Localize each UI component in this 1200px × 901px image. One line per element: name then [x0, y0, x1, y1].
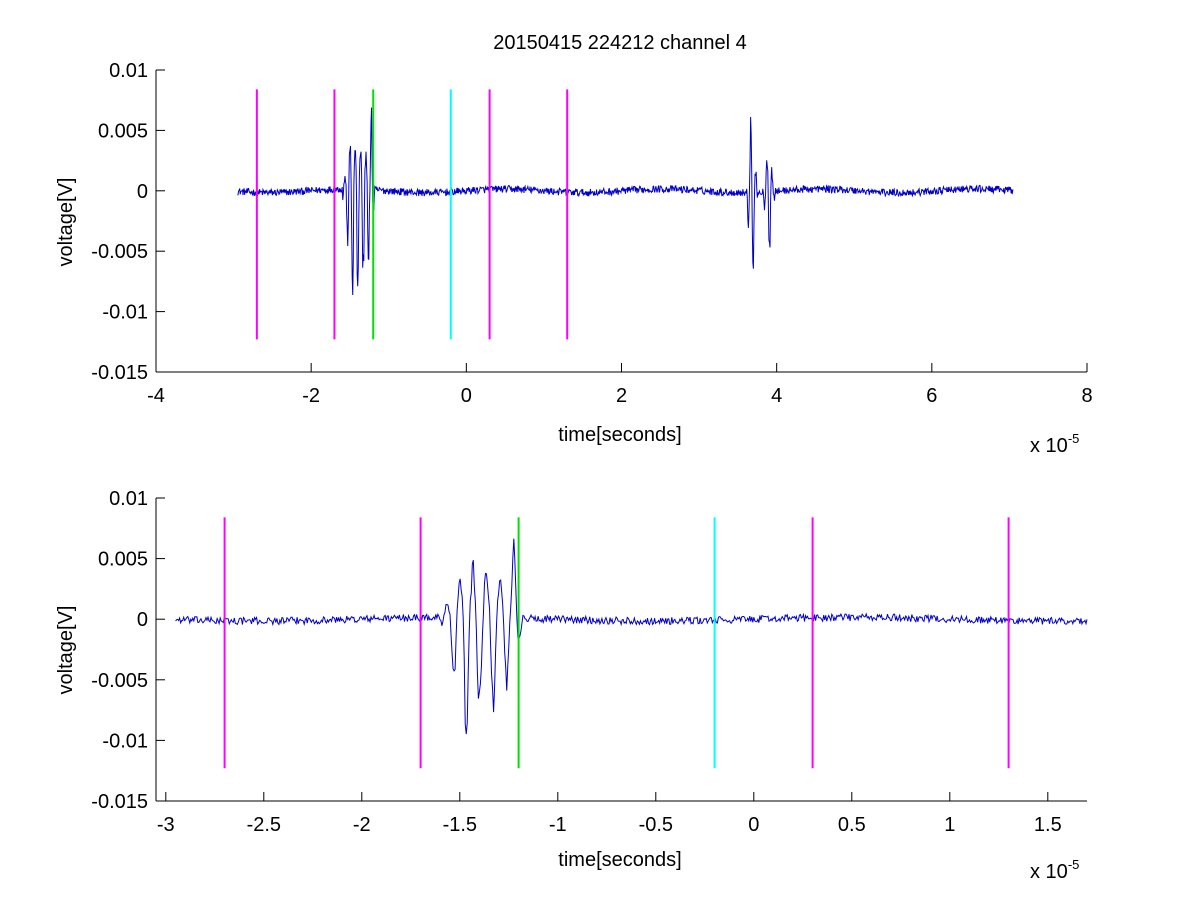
bottom-x-tick-label: -1.5 [443, 814, 477, 836]
top-plot: time[seconds] voltage[V] x 10-5 -0.015 -0… [55, 60, 1093, 457]
bottom-x-tick-label: -2 [353, 814, 371, 836]
bottom-y-tick-label: 0.01 [109, 488, 148, 510]
bottom-x-tick-label: -0.5 [639, 814, 673, 836]
top-x-multiplier: x 10-5 [1030, 431, 1079, 457]
bottom-x-multiplier-base: x 10 [1030, 861, 1068, 883]
bottom-x-tick-label: -1 [549, 814, 567, 836]
top-signal-series [237, 107, 1014, 296]
bottom-x-tick-label: 0.5 [838, 814, 866, 836]
top-x-multiplier-exponent: -5 [1068, 431, 1080, 446]
top-y-tick-label: 0.01 [109, 60, 148, 82]
top-x-tick-label: 0 [461, 385, 472, 407]
figure-title: 20150415 224212 channel 4 [493, 32, 747, 54]
bottom-y-tick-label: 0.005 [98, 549, 148, 571]
bottom-y-tick-label: -0.015 [91, 791, 148, 813]
top-y-tick-label: 0 [137, 181, 148, 203]
bottom-y-tick-label: -0.005 [91, 670, 148, 692]
bottom-signal-series [175, 538, 1088, 735]
bottom-x-tick-label: -3 [157, 814, 175, 836]
bottom-x-tick-label: 1.5 [1034, 814, 1062, 836]
bottom-y-tick-label: -0.01 [102, 730, 148, 752]
bottom-y-tick-label: 0 [137, 609, 148, 631]
top-x-tick-label: 4 [771, 385, 782, 407]
bottom-plot: time[seconds] voltage[V] x 10-5 -0.015 -0… [55, 488, 1088, 883]
top-y-tick-label: -0.015 [91, 362, 148, 384]
bottom-x-axis-label: time[seconds] [558, 849, 681, 871]
top-y-tick-label: -0.005 [91, 241, 148, 263]
bottom-x-multiplier: x 10-5 [1030, 857, 1079, 883]
top-x-tick-label: 6 [926, 385, 937, 407]
top-x-tick-label: 8 [1081, 385, 1092, 407]
top-x-tick-label: -4 [147, 385, 165, 407]
top-x-tick-label: 2 [616, 385, 627, 407]
top-x-axis-label: time[seconds] [558, 424, 681, 446]
bottom-y-axis-label: voltage[V] [55, 606, 77, 695]
bottom-x-tick-label: 0 [748, 814, 759, 836]
bottom-x-tick-label: -2.5 [247, 814, 281, 836]
top-y-tick-label: -0.01 [102, 302, 148, 324]
top-x-multiplier-base: x 10 [1030, 435, 1068, 457]
bottom-x-tick-label: 1 [944, 814, 955, 836]
top-x-tick-label: -2 [302, 385, 320, 407]
bottom-x-multiplier-exponent: -5 [1068, 857, 1080, 872]
top-y-tick-label: 0.005 [98, 120, 148, 142]
top-y-axis-label: voltage[V] [55, 178, 77, 267]
